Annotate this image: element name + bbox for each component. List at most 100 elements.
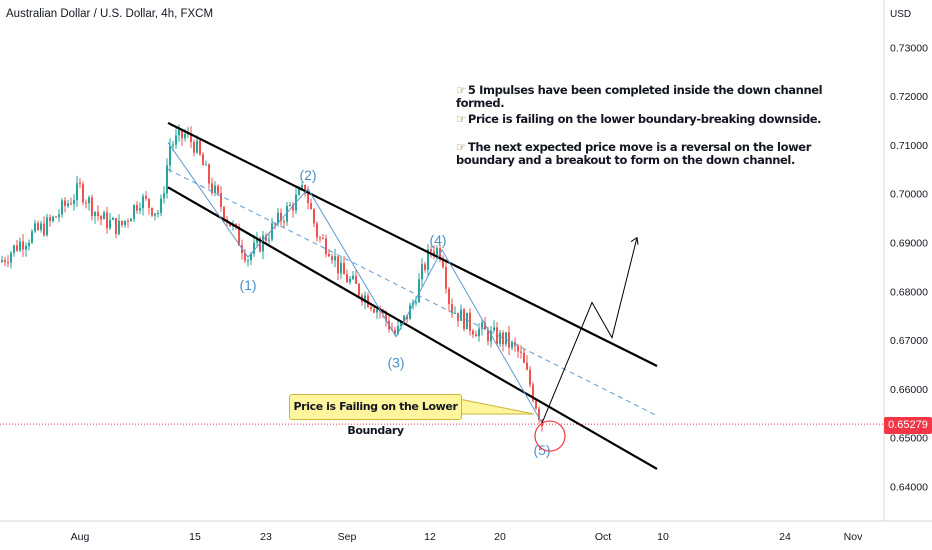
candle-body: [31, 231, 33, 243]
overlays-group: (1) (2) (3) (4) (5): [0, 121, 884, 470]
candle-body: [238, 226, 240, 246]
candle-body: [364, 295, 366, 302]
candle-body: [19, 241, 21, 251]
candle-body: [184, 134, 186, 139]
x-tick-label: 24: [779, 531, 791, 543]
y-tick-label: 0.67000: [890, 335, 928, 347]
candle-body: [40, 223, 42, 230]
candle-body: [73, 200, 75, 205]
failing-boundary-callout[interactable]: Price is Failing on the Lower Boundary: [289, 394, 462, 437]
y-tick-label: 0.68000: [890, 286, 928, 298]
candle-body: [145, 196, 147, 199]
candle-body: [328, 253, 330, 257]
candle-body: [433, 251, 435, 255]
x-tick-label: 10: [657, 531, 669, 543]
y-axis-unit: USD: [890, 9, 911, 20]
annotation-2: ☞ Price is failing on the lower boundary-…: [456, 113, 836, 126]
candle-body: [58, 214, 60, 218]
annotation-3-text: The next expected price move is a revers…: [456, 140, 811, 167]
candle-body: [103, 212, 105, 220]
candle-body: [190, 133, 192, 143]
candles-group: [1, 124, 543, 432]
candle-body: [289, 204, 291, 207]
annotation-1-text: 5 Impulses have been completed inside th…: [456, 83, 823, 110]
candle-body: [526, 362, 528, 370]
candle-body: [223, 207, 225, 220]
candle-body: [55, 216, 57, 218]
channel-mid-line[interactable]: [167, 168, 658, 417]
candle-body: [157, 212, 159, 214]
candle-body: [313, 209, 315, 224]
candle-body: [112, 217, 114, 220]
annotation-2-text: Price is failing on the lower boundary-b…: [467, 112, 822, 126]
candle-body: [472, 330, 474, 335]
y-tick-label: 0.71000: [890, 140, 928, 152]
annotation-3: ☞ The next expected price move is a rever…: [456, 141, 836, 167]
candle-body: [478, 328, 480, 337]
wave-label: (5): [533, 442, 550, 458]
candle-body: [286, 206, 288, 222]
candle-body: [196, 140, 198, 153]
x-tick-label: Oct: [595, 531, 611, 543]
candle-body: [370, 307, 372, 309]
candle-body: [424, 264, 426, 270]
candle-body: [325, 238, 327, 254]
candle-body: [49, 217, 51, 221]
candle-body: [418, 279, 420, 303]
annotation-1: ☞ 5 Impulses have been completed inside t…: [456, 84, 836, 110]
candle-body: [82, 183, 84, 203]
candle-body: [298, 189, 300, 195]
candle-body: [400, 321, 402, 327]
candle-body: [283, 221, 285, 223]
candle-body: [193, 142, 195, 153]
channel-lower-line[interactable]: [167, 186, 658, 470]
candle-body: [469, 312, 471, 331]
candle-body: [121, 220, 123, 226]
candle-body: [511, 341, 513, 348]
candle-body: [535, 400, 537, 409]
candle-body: [457, 312, 459, 321]
candle-body: [421, 264, 423, 280]
candle-body: [136, 204, 138, 211]
candle-body: [523, 352, 525, 363]
candle-body: [415, 302, 417, 304]
candle-body: [163, 193, 165, 199]
candle-body: [217, 185, 219, 194]
candle-body: [502, 332, 504, 345]
candle-body: [508, 332, 510, 348]
candle-body: [28, 242, 30, 246]
candle-body: [490, 330, 492, 342]
candle-body: [85, 202, 87, 204]
wave-label: (3): [387, 355, 404, 371]
candle-body: [268, 239, 270, 241]
candle-body: [16, 245, 18, 251]
candle-body: [22, 241, 24, 250]
y-tick-label: 0.66000: [890, 384, 928, 396]
candle-body: [403, 315, 405, 322]
candle-body: [463, 309, 465, 330]
candle-body: [208, 164, 210, 184]
candle-body: [430, 249, 432, 252]
candle-body: [493, 327, 495, 331]
y-tick-label: 0.64000: [890, 482, 928, 494]
candle-body: [259, 238, 261, 252]
x-tick-label: 12: [424, 531, 436, 543]
candle-body: [340, 263, 342, 274]
pointing-hand-icon: ☞: [456, 140, 466, 154]
candle-body: [460, 309, 462, 321]
candle-body: [154, 213, 156, 216]
y-tick-label: 0.70000: [890, 189, 928, 201]
x-tick-label: 23: [260, 531, 272, 543]
candle-body: [34, 223, 36, 232]
channel-upper-line[interactable]: [167, 121, 658, 367]
candle-body: [10, 253, 12, 263]
candle-body: [79, 183, 81, 185]
candle-body: [94, 211, 96, 217]
candle-body: [97, 211, 99, 217]
candle-body: [301, 184, 303, 190]
candle-body: [499, 332, 501, 344]
pointing-hand-icon: ☞: [456, 83, 466, 97]
current-price-tag: 0.65279: [884, 417, 932, 434]
candle-body: [151, 207, 153, 216]
candle-body: [475, 334, 477, 337]
